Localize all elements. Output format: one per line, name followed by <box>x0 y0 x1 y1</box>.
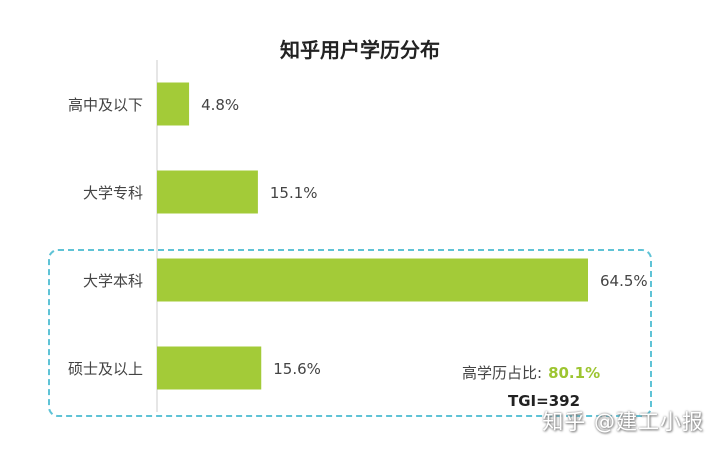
bar-0 <box>157 82 190 126</box>
value-label-0: 4.8% <box>201 96 239 114</box>
summary-label: 高学历占比: <box>462 364 543 382</box>
category-label-1: 大学专科 <box>83 184 143 202</box>
summary-annotation: 高学历占比: 80.1% <box>462 362 600 383</box>
highlight-box <box>48 249 652 417</box>
category-label-3: 硕士及以上 <box>68 360 143 378</box>
chart-title: 知乎用户学历分布 <box>280 38 440 62</box>
summary-value: 80.1% <box>548 364 601 382</box>
bar-3 <box>157 346 262 390</box>
value-label-1: 15.1% <box>270 184 318 202</box>
bars-group: 高中及以下 4.8% 大学专科 15.1% 大学本科 64.5% 硕士及以上 15.6% <box>68 82 648 390</box>
value-label-3: 15.6% <box>273 360 321 378</box>
bar-2 <box>157 258 588 302</box>
watermark: 知乎 @建工小报 <box>542 410 704 434</box>
category-label-0: 高中及以下 <box>68 96 143 114</box>
tgi-label: TGI=392 <box>508 392 581 410</box>
category-label-2: 大学本科 <box>83 272 143 290</box>
value-label-2: 64.5% <box>600 272 648 290</box>
bar-1 <box>157 170 258 214</box>
